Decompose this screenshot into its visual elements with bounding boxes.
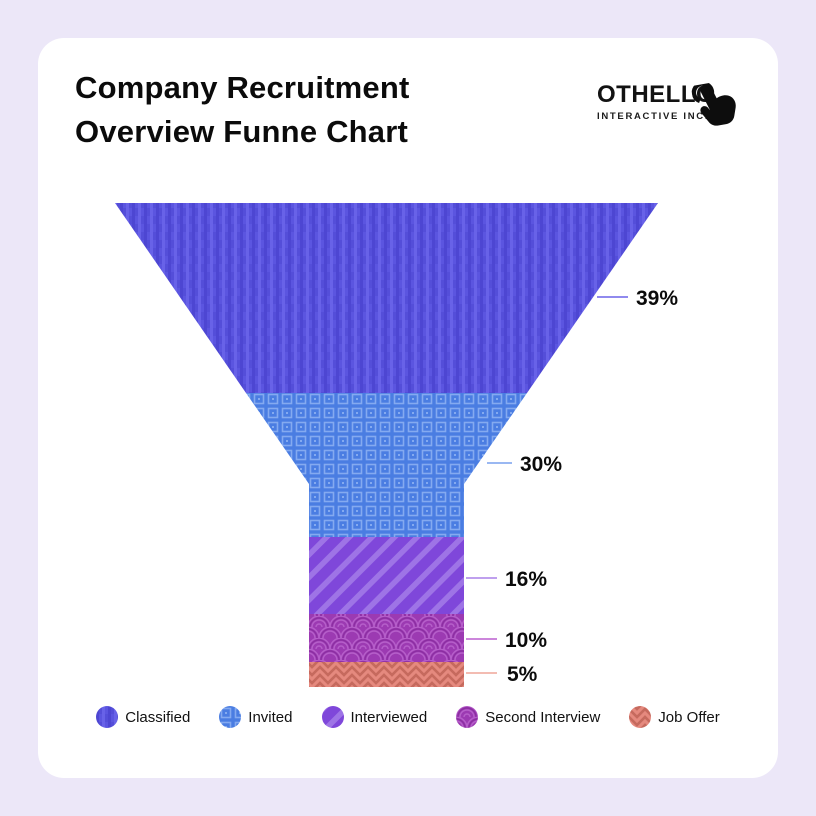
company-logo: OTHELLO INTERACTIVE INC. <box>597 81 757 142</box>
chart-legend: Classified Invited Interviewed Second In… <box>38 702 778 732</box>
value-label-interviewed: 16% <box>505 568 548 591</box>
legend-label: Invited <box>248 708 293 726</box>
legend-item-invited: Invited <box>219 706 293 728</box>
legend-item-classified: Classified <box>96 706 190 728</box>
title-line-1: Company Recruitment <box>75 70 410 105</box>
page-title: Company Recruitment Overview Funne Chart <box>75 66 410 154</box>
legend-swatch-classified-icon <box>96 706 119 728</box>
value-label-classified: 39% <box>636 287 679 310</box>
legend-label: Second Interview <box>485 708 601 726</box>
legend-swatch-invited-icon <box>219 706 242 728</box>
title-line-2: Overview Funne Chart <box>75 114 409 149</box>
legend-swatch-job-offer-icon <box>629 706 652 728</box>
legend-label: Job Offer <box>658 708 720 726</box>
value-label-second-interview: 10% <box>505 629 548 652</box>
legend-item-second-interview: Second Interview <box>456 706 600 728</box>
logo-subtitle: INTERACTIVE INC. <box>597 111 710 122</box>
legend-item-job-offer: Job Offer <box>629 706 720 728</box>
legend-item-interviewed: Interviewed <box>321 706 428 728</box>
value-label-job-offer: 5% <box>507 663 538 686</box>
legend-swatch-second-interview-icon <box>456 706 479 728</box>
value-label-invited: 30% <box>520 453 563 476</box>
legend-label: Classified <box>125 708 191 726</box>
legend-label: Interviewed <box>350 708 428 726</box>
pointing-hand-icon <box>691 81 736 126</box>
legend-swatch-interviewed-icon <box>321 706 344 728</box>
